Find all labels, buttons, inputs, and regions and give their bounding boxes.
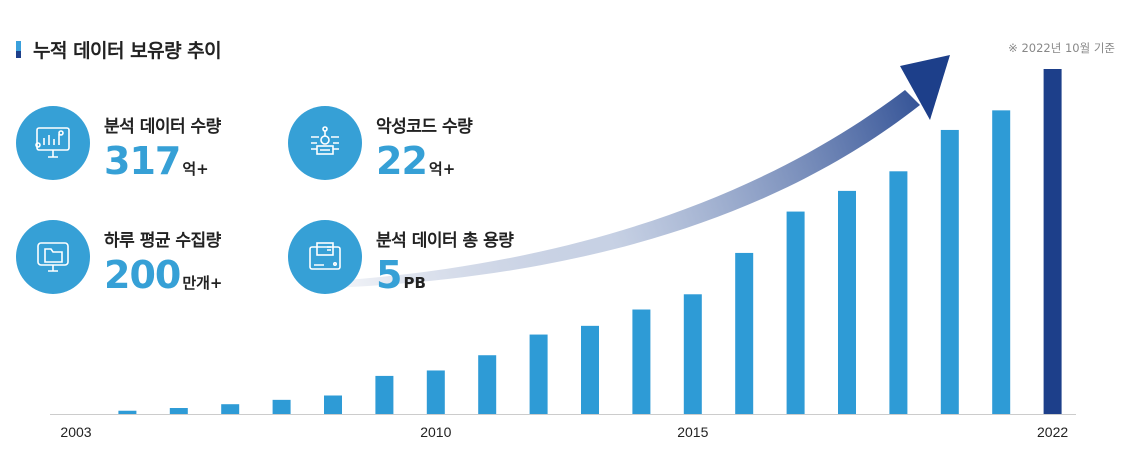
storage-device-icon	[288, 220, 362, 294]
bar-2006	[221, 404, 240, 414]
stat-value: 5	[376, 253, 402, 297]
stat-unit: 억+	[428, 160, 456, 178]
stat-unit: PB	[403, 274, 426, 292]
bar-2018	[838, 190, 856, 414]
stat-value: 317	[104, 139, 181, 183]
bar-2019	[889, 171, 908, 414]
date-note: ※ 2022년 10월 기준	[1008, 41, 1115, 55]
bar-2014	[632, 309, 651, 414]
page-title: 누적 데이터 보유량 추이	[16, 36, 222, 63]
stat-analysis-count: 분석 데이터 수량 317 억+	[16, 106, 221, 183]
monitor-folder-icon	[16, 220, 90, 294]
stat-label: 분석 데이터 총 용량	[376, 231, 514, 251]
bar-2017	[786, 211, 805, 414]
stat-value: 200	[104, 253, 181, 297]
bar-2010	[426, 370, 445, 414]
stat-unit: 만개+	[182, 274, 223, 292]
bar-2008	[324, 395, 342, 414]
stat-total-volume: 분석 데이터 총 용량 5 PB	[288, 220, 514, 297]
stat-label: 악성코드 수량	[376, 117, 473, 137]
stat-label: 분석 데이터 수량	[104, 117, 221, 137]
stat-daily-collection: 하루 평균 수집량 200 만개+	[16, 220, 223, 297]
bar-2004	[118, 410, 137, 414]
title-marker	[16, 41, 21, 58]
bar-2022	[1043, 69, 1062, 414]
monitor-chart-icon	[16, 106, 90, 180]
bar-2009	[375, 375, 394, 414]
bar-2020	[940, 129, 959, 415]
x-tick-label: 2022	[1037, 424, 1068, 440]
x-tick-label: 2015	[677, 424, 708, 440]
x-tick-label: 2003	[60, 424, 91, 440]
bar-2011	[478, 355, 497, 414]
bar-2012	[529, 334, 548, 414]
bar-2013	[581, 325, 599, 414]
trend-arrow-head	[900, 55, 950, 120]
bar-2016	[735, 252, 754, 414]
circuit-chip-icon	[288, 106, 362, 180]
stat-malware-count: 악성코드 수량 22 억+	[288, 106, 473, 183]
stat-unit: 억+	[182, 160, 209, 178]
x-tick-label: 2010	[420, 424, 451, 440]
bar-2021	[992, 110, 1011, 414]
stat-value: 22	[376, 139, 428, 183]
bar-2005	[169, 408, 188, 414]
trend-arrow-body	[300, 90, 920, 289]
title-text: 누적 데이터 보유량 추이	[33, 40, 222, 62]
bar-2015	[683, 294, 702, 414]
bar-2007	[272, 399, 291, 414]
stat-label: 하루 평균 수집량	[104, 231, 221, 251]
